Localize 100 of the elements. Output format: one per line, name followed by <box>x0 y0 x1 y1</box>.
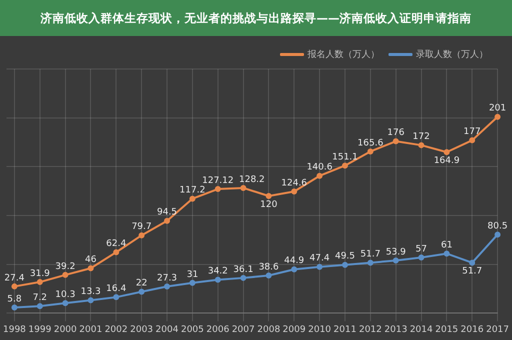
data-label: 46 <box>85 255 97 266</box>
data-label: 61 <box>440 240 452 250</box>
data-label: 10.3 <box>55 290 76 300</box>
point <box>418 142 424 148</box>
chart-title: 济南低收入群体生存现状，无业者的挑战与出路探寻——济南低收入证明申请指南 <box>0 0 512 36</box>
data-label: 201 <box>488 104 506 114</box>
point <box>266 272 272 278</box>
point <box>367 148 374 154</box>
point <box>316 172 323 179</box>
data-label: 128.2 <box>238 174 265 185</box>
x-tick-label: 2006 <box>206 324 230 335</box>
point <box>62 300 68 306</box>
data-label: 120 <box>260 200 278 210</box>
x-tick-label: 2011 <box>334 324 356 335</box>
data-label: 80.5 <box>488 221 508 232</box>
x-tick-label: 2012 <box>358 324 382 335</box>
data-label: 62.4 <box>106 239 126 250</box>
data-label: 22 <box>136 278 148 289</box>
point <box>494 114 501 120</box>
data-label: 176 <box>387 128 405 138</box>
data-label: 27.3 <box>156 273 178 284</box>
x-tick-label: 2003 <box>130 324 154 335</box>
x-tick-label: 2001 <box>79 324 102 335</box>
data-label: 38.6 <box>258 262 280 272</box>
point <box>266 192 272 199</box>
data-label: 172 <box>412 132 430 142</box>
point <box>62 272 68 278</box>
data-label: 47.4 <box>310 254 330 264</box>
point <box>113 249 120 256</box>
point <box>494 232 501 238</box>
point <box>214 276 221 283</box>
x-tick-label: 2010 <box>308 324 332 335</box>
data-label: 79.7 <box>132 222 152 232</box>
data-label: 5.8 <box>7 294 22 304</box>
point <box>164 284 170 290</box>
x-tick-label: 2005 <box>180 324 204 335</box>
point <box>418 254 424 261</box>
x-tick-label: 2013 <box>384 324 408 335</box>
point <box>444 149 450 156</box>
x-tick-label: 2008 <box>257 324 280 335</box>
data-label: 127.12 <box>202 176 234 186</box>
data-label: 31.9 <box>30 268 50 279</box>
data-label: 36.1 <box>233 264 254 275</box>
point <box>88 297 94 304</box>
point <box>240 184 246 191</box>
x-tick-label: 2009 <box>282 324 306 335</box>
x-tick-label: 2014 <box>410 324 433 335</box>
data-label: 51.7 <box>462 266 482 277</box>
data-label: 13.3 <box>80 287 101 298</box>
point <box>189 196 196 202</box>
data-label: 34.2 <box>208 266 228 277</box>
point <box>11 304 18 311</box>
point <box>444 250 450 257</box>
x-tick-label: 2004 <box>156 324 179 335</box>
data-label: 140.6 <box>306 162 333 173</box>
point <box>214 186 221 192</box>
point <box>88 265 94 272</box>
data-label: 177 <box>464 127 481 138</box>
data-label: 16.4 <box>106 284 126 294</box>
x-tick-label: 2007 <box>232 324 255 335</box>
x-tick-label: 1998 <box>3 324 26 335</box>
data-label: 27.4 <box>4 273 25 284</box>
point <box>291 188 298 194</box>
x-tick-label: 2015 <box>435 324 458 335</box>
point <box>469 260 476 266</box>
point <box>240 274 246 281</box>
x-tick-label: 2016 <box>460 324 484 335</box>
data-label: 94.5 <box>156 208 178 218</box>
data-label: 53.9 <box>386 247 406 258</box>
point <box>189 280 196 286</box>
point <box>367 260 374 266</box>
x-tick-label: 2017 <box>486 324 509 335</box>
data-label: 151.1 <box>332 152 358 162</box>
data-label: 124.6 <box>281 178 308 188</box>
data-label: 117.2 <box>180 186 206 196</box>
legend-label: 报名人数（万人） <box>306 48 380 60</box>
data-label: 57 <box>416 244 427 254</box>
data-label: 44.9 <box>284 256 304 266</box>
data-label: 51.7 <box>360 250 380 260</box>
data-label: 49.5 <box>334 252 356 262</box>
point <box>392 138 399 144</box>
data-label: 7.2 <box>32 293 48 304</box>
data-label: 164.9 <box>434 156 460 166</box>
point <box>316 264 323 270</box>
point <box>36 303 43 310</box>
point <box>164 218 170 224</box>
point <box>113 294 120 300</box>
legend-label: 录取人数（万人） <box>416 48 488 60</box>
point <box>342 162 348 169</box>
data-label: 31 <box>186 270 198 280</box>
data-label: 39.2 <box>55 262 76 272</box>
point <box>342 262 348 268</box>
point <box>469 137 476 144</box>
point <box>138 288 145 295</box>
x-tick-label: 2000 <box>54 324 78 335</box>
data-label: 165.6 <box>358 138 384 148</box>
point <box>291 266 298 272</box>
point <box>11 283 18 290</box>
x-tick-label: 1999 <box>28 324 52 335</box>
point <box>36 279 43 286</box>
